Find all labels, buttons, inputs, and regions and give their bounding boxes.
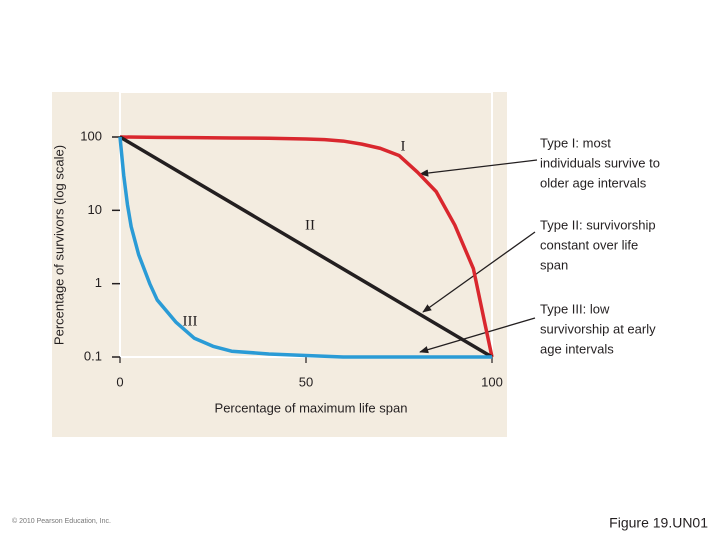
note: age intervals xyxy=(540,341,614,356)
note: Type III: low xyxy=(540,301,610,316)
figure-label: Figure 19.UN01 xyxy=(609,515,708,531)
curve-label: III xyxy=(183,313,198,329)
note: individuals survive to xyxy=(540,155,660,170)
arrow xyxy=(419,317,536,354)
x-tick-label: 100 xyxy=(481,374,503,389)
arrow xyxy=(419,159,538,177)
y-tick-label: 1 xyxy=(95,275,102,290)
y-tick-label: 100 xyxy=(80,128,102,143)
x-tick-label: 0 xyxy=(116,374,123,389)
note: older age intervals xyxy=(540,175,647,190)
note: survivorship at early xyxy=(540,321,656,336)
curve-label: I xyxy=(401,138,406,154)
arrow xyxy=(422,231,536,313)
y-tick-label: 10 xyxy=(88,202,102,217)
curve-label: II xyxy=(305,217,315,233)
note: Type II: survivorship xyxy=(540,217,656,232)
note: Type I: most xyxy=(540,135,611,150)
series-line xyxy=(118,136,492,359)
y-axis-label: Percentage of survivors (log scale) xyxy=(51,145,66,345)
y-tick-label: 0.1 xyxy=(84,348,102,363)
note: constant over life xyxy=(540,237,638,252)
x-axis-label: Percentage of maximum life span xyxy=(215,400,408,415)
x-tick-label: 50 xyxy=(299,374,313,389)
series-line xyxy=(119,135,493,359)
note: span xyxy=(540,257,568,272)
panel xyxy=(52,92,507,437)
series-line xyxy=(119,135,494,358)
copyright: © 2010 Pearson Education, Inc. xyxy=(12,517,111,525)
